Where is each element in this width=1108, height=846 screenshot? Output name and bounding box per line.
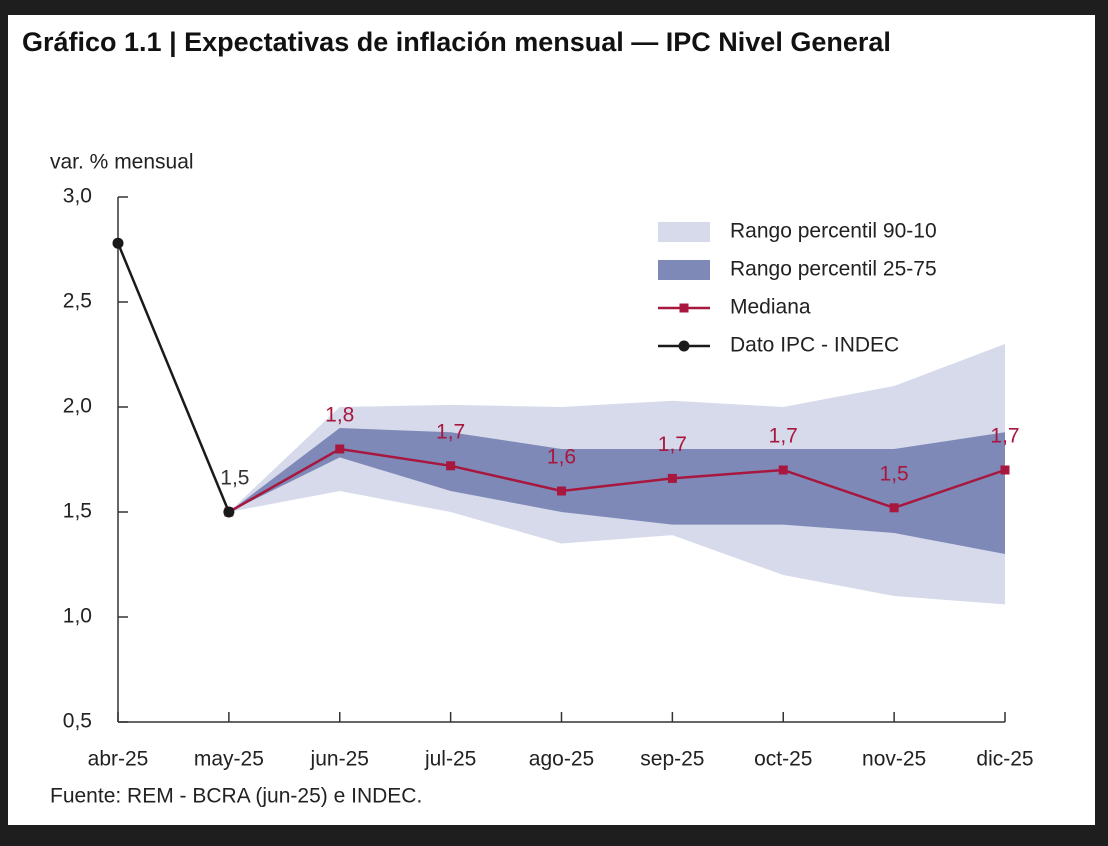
y-tick-label: 2,0	[63, 395, 92, 418]
y-tick-label: 0,5	[63, 710, 92, 733]
source: Fuente: REM - BCRA (jun-25) e INDEC.	[50, 785, 422, 808]
x-tick-label: nov-25	[862, 748, 926, 771]
y-tick-label: 3,0	[63, 185, 92, 208]
data-label: 1,7	[990, 425, 1019, 448]
x-tick-label: jun-25	[310, 748, 369, 771]
x-tick-label: sep-25	[640, 748, 704, 771]
y-tick-label: 1,0	[63, 605, 92, 628]
x-tick-label: may-25	[194, 748, 264, 771]
data-label: 1,5	[880, 462, 909, 485]
data-label: 1,6	[547, 446, 576, 469]
y-tick-label: 1,5	[63, 500, 92, 523]
marker	[889, 503, 899, 513]
legend-marker	[678, 340, 690, 352]
marker	[667, 473, 677, 483]
x-tick-label: abr-25	[88, 748, 149, 771]
legend-swatch	[658, 222, 710, 242]
marker	[446, 461, 456, 471]
marker	[557, 486, 566, 496]
line	[228, 447, 1006, 514]
y-tick-label: 2,5	[63, 290, 92, 313]
legend-label: Dato IPC - INDEC	[730, 334, 899, 357]
legend-marker	[679, 303, 689, 313]
data-label: 1,8	[325, 404, 354, 427]
band	[228, 428, 1005, 554]
data-label: 1,7	[769, 425, 798, 448]
x-tick-label: oct-25	[754, 748, 812, 771]
legend-swatch	[658, 260, 710, 280]
chart-title: Gráfico 1.1 | Expectativas de inflación …	[22, 27, 891, 57]
legend-label: Mediana	[730, 296, 811, 319]
x-tick-label: jul-25	[424, 748, 476, 771]
data-label: 1,7	[658, 433, 687, 456]
y-axis-label: var. % mensual	[50, 151, 194, 174]
x-tick-label: dic-25	[976, 748, 1033, 771]
marker	[1000, 465, 1010, 475]
line	[116, 242, 231, 513]
data-label: 1,5	[220, 467, 249, 490]
marker	[112, 237, 124, 249]
marker	[223, 506, 235, 518]
marker	[335, 444, 345, 454]
x-tick-label: ago-25	[529, 748, 594, 771]
data-label: 1,7	[436, 420, 465, 443]
legend-label: Rango percentil 90-10	[730, 220, 937, 243]
legend-label: Rango percentil 25-75	[730, 258, 937, 281]
marker	[778, 465, 788, 475]
